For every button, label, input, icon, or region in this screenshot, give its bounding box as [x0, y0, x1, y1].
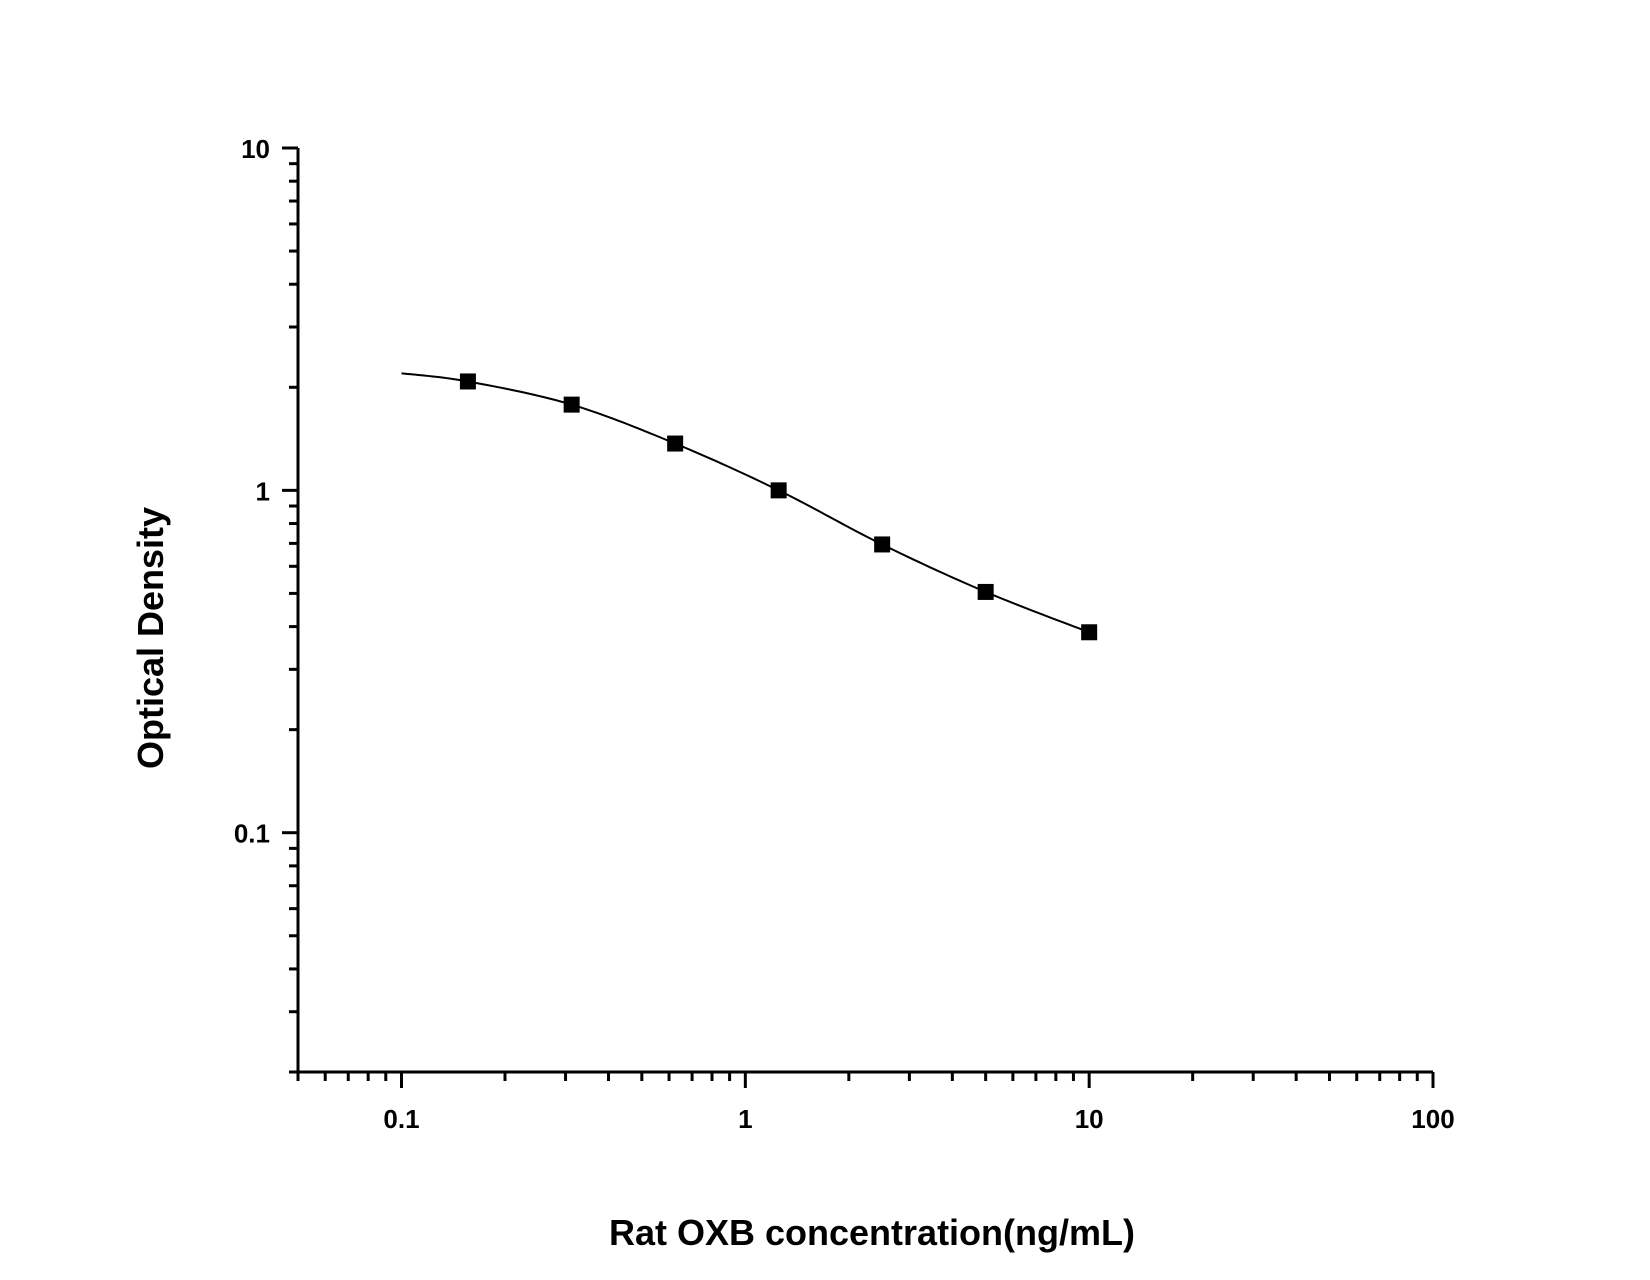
data-point: [977, 583, 994, 600]
y-tick-label: 1: [256, 476, 270, 506]
data-point: [667, 435, 684, 452]
y-tick-label: 0.1: [234, 819, 270, 849]
x-axis-title: Rat OXB concentration(ng/mL): [609, 1212, 1135, 1253]
y-tick-label: 10: [241, 134, 270, 164]
data-point: [770, 482, 787, 499]
x-tick-label: 0.1: [383, 1104, 419, 1134]
x-tick-label: 1: [738, 1104, 752, 1134]
tick-labels: 0.1 1 10 100 0.1 1 10: [234, 134, 1455, 1134]
axes: [282, 146, 1435, 1088]
fit-curve-layer: [401, 372, 1090, 634]
y-axis-title: Optical Density: [130, 507, 171, 769]
data-point: [459, 373, 476, 390]
fit-curve: [401, 372, 1090, 634]
data-point: [1081, 624, 1098, 641]
x-tick-label: 100: [1411, 1104, 1454, 1134]
data-point: [563, 396, 580, 413]
data-points: [459, 373, 1098, 641]
data-point: [874, 536, 891, 553]
x-tick-label: 10: [1075, 1104, 1104, 1134]
